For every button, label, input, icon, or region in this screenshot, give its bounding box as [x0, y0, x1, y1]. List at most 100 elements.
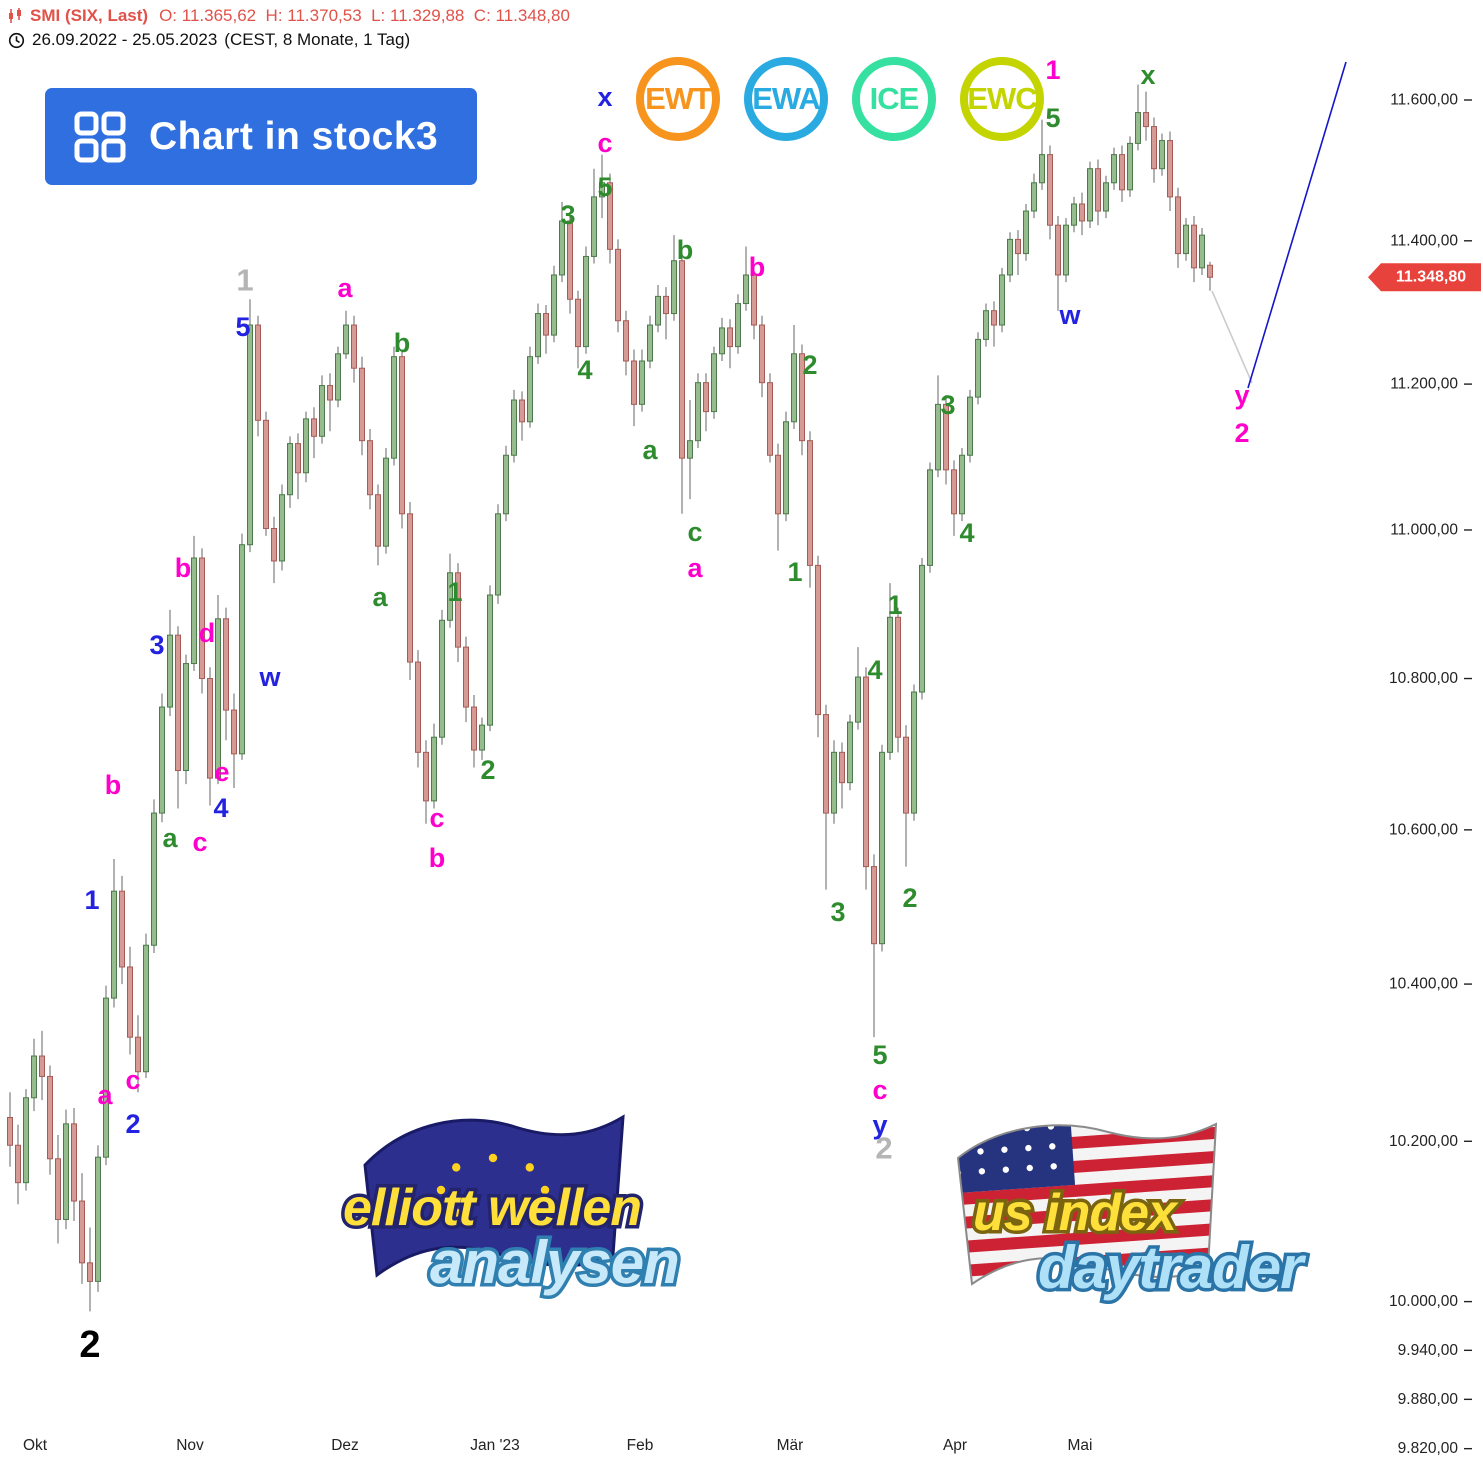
wave-label-green-3: 3 [940, 390, 955, 420]
candle-body [575, 298, 581, 348]
badge-ewa-label: EWA [752, 81, 821, 116]
candle-body [239, 544, 245, 755]
candle-body [447, 572, 453, 621]
candle-body [335, 353, 341, 401]
wave-label-blue-2: 2 [125, 1109, 140, 1139]
eu-watermark-line2: analysen [430, 1229, 679, 1296]
wave-label-green-4: 4 [867, 655, 882, 685]
candle-body [423, 751, 429, 802]
wave-label-green-5: 5 [1045, 103, 1060, 133]
wave-label-green-1: 1 [447, 577, 462, 607]
badge-ewa[interactable]: EWA [744, 57, 828, 141]
candle-body [663, 295, 669, 315]
candle-body [1119, 154, 1125, 191]
price-tick-label: 10.800,00 [1389, 670, 1458, 687]
price-axis[interactable]: 11.600,00 11.400,00 11.200,00 11.000,00 10.8… [1389, 92, 1472, 1458]
candle-body [439, 619, 445, 738]
candle-body [855, 676, 861, 723]
candle-body [1023, 210, 1029, 255]
chart-in-stock3-button[interactable]: Chart in stock3 [45, 88, 477, 185]
candle-body [1143, 112, 1149, 128]
wave-label-green-4: 4 [959, 518, 974, 548]
candle-body [1175, 196, 1181, 255]
candle-body [543, 313, 549, 336]
candle-body [191, 557, 197, 665]
wave-label-magenta-2: 2 [1234, 418, 1249, 448]
range-line: 26.09.2022 - 25.05.2023 (CEST, 8 Monate,… [8, 28, 570, 52]
candle-body [879, 751, 885, 945]
candle-body [215, 618, 221, 779]
price-tick-label: 10.200,00 [1389, 1133, 1458, 1150]
candle-body [1183, 224, 1189, 255]
wave-label-blue-w: w [258, 662, 281, 692]
wave-label-magenta-c: c [125, 1065, 140, 1095]
badge-ewc[interactable]: EWC [960, 57, 1044, 141]
wave-label-green-a: a [372, 582, 388, 612]
candle-body [735, 303, 741, 348]
candle-body [255, 324, 261, 421]
wave-label-magenta-c: c [192, 827, 207, 857]
candle-body [847, 721, 853, 784]
candle-body [351, 324, 357, 369]
badge-row: EWT EWA ICE EWC [636, 57, 1044, 141]
candle-body [631, 360, 637, 405]
candle-body [407, 513, 413, 663]
wave-label-magenta-y: y [1234, 380, 1249, 410]
candle-body [143, 944, 149, 1073]
month-label: Jan '23 [470, 1437, 520, 1454]
wave-label-magenta-d: d [199, 618, 216, 648]
badge-ice[interactable]: ICE [852, 57, 936, 141]
candle-body [55, 1158, 61, 1220]
candle-body [751, 274, 757, 326]
candle-body [647, 324, 653, 362]
candle-body [159, 706, 165, 814]
wave-label-blue-x: x [597, 82, 612, 112]
eu-watermark-line1: elliott wellen [343, 1179, 641, 1237]
candle-body [527, 356, 533, 423]
candle-body [839, 751, 845, 784]
price-tick-label: 11.400,00 [1390, 232, 1458, 249]
candle-body [63, 1123, 69, 1220]
candle-body [367, 440, 373, 496]
wave-label-magenta-b: b [429, 843, 446, 873]
wave-label-blue-3: 3 [149, 630, 164, 660]
candle-body [287, 443, 293, 496]
candle-body [183, 663, 189, 772]
price-tick-label: 11.200,00 [1390, 376, 1458, 393]
candle-body [151, 812, 157, 946]
month-label: Nov [176, 1437, 204, 1454]
date-range: 26.09.2022 - 25.05.2023 [32, 30, 218, 49]
candle-body [519, 399, 525, 423]
badge-ewc-label: EWC [967, 81, 1037, 116]
candle-body [567, 220, 573, 300]
time-axis[interactable]: Okt Nov Dez Jan '23 Feb Mär Apr Mai [23, 1437, 1093, 1454]
candle-body [311, 418, 317, 437]
wave-label-green-a: a [162, 823, 178, 853]
candle-body [1063, 224, 1069, 276]
candle-body [935, 403, 941, 471]
wave-label-green-3: 3 [830, 897, 845, 927]
wave-label-black-2: 2 [79, 1324, 100, 1366]
candle-body [71, 1123, 77, 1202]
candle-body [943, 403, 949, 471]
candle-body [1079, 203, 1085, 222]
candle-body [1071, 203, 1077, 226]
candle-body [359, 367, 365, 442]
wave-label-magenta-a: a [97, 1080, 113, 1110]
badge-ewt[interactable]: EWT [636, 57, 720, 141]
candle-body [479, 724, 485, 751]
candle-body [975, 338, 981, 398]
candle-body [1087, 168, 1093, 222]
candle-body [967, 396, 973, 456]
candle-body [343, 324, 349, 355]
candle-body [431, 736, 437, 802]
candle-body [503, 454, 509, 515]
candle-body [119, 890, 125, 968]
candle-body [991, 310, 997, 326]
candlestick-series[interactable] [7, 84, 1213, 1312]
candle-body [823, 714, 829, 814]
wave-label-blue-5: 5 [235, 312, 250, 342]
month-label: Feb [627, 1437, 654, 1454]
